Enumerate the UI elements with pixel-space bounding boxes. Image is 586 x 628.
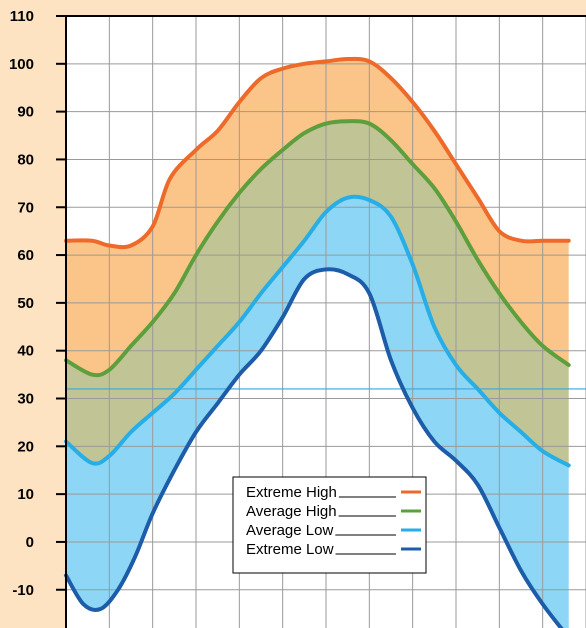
- y-tick-label: -10: [12, 582, 34, 599]
- band-extreme-high-average-high: [66, 58, 569, 376]
- series-line-average-low: [64, 194, 571, 468]
- legend-box: [232, 476, 427, 574]
- series-line-average-high: [64, 119, 571, 378]
- legend-label-average-low: Average Low: [246, 522, 333, 539]
- y-tick-label: 10: [17, 486, 34, 503]
- y-tick-label: 110: [10, 8, 34, 25]
- legend: Extreme High Average High Average Low Extre…: [232, 476, 427, 574]
- y-tick-label: 80: [17, 151, 34, 168]
- y-tick-label: 70: [17, 199, 34, 216]
- y-tick-label: 30: [17, 391, 34, 408]
- y-tick-label: 100: [9, 56, 34, 73]
- legend-label-extreme-high: Extreme High: [246, 484, 337, 501]
- y-tick-label: 90: [17, 104, 34, 121]
- y-tick-label: 20: [17, 438, 34, 455]
- series-lines: [64, 56, 571, 628]
- series-line-extreme-high: [64, 56, 571, 250]
- y-tick-label: 50: [17, 295, 34, 312]
- legend-label-extreme-low: Extreme Low: [246, 541, 334, 558]
- axes: [56, 15, 586, 628]
- y-tick-label: 40: [17, 343, 34, 360]
- band-average-low-extreme-low: [66, 196, 569, 628]
- y-tick-label: 60: [17, 247, 34, 264]
- series-line-extreme-low: [64, 267, 564, 628]
- y-tick-label: 0: [26, 534, 34, 551]
- gridlines: [66, 15, 586, 628]
- legend-label-average-high: Average High: [246, 503, 337, 520]
